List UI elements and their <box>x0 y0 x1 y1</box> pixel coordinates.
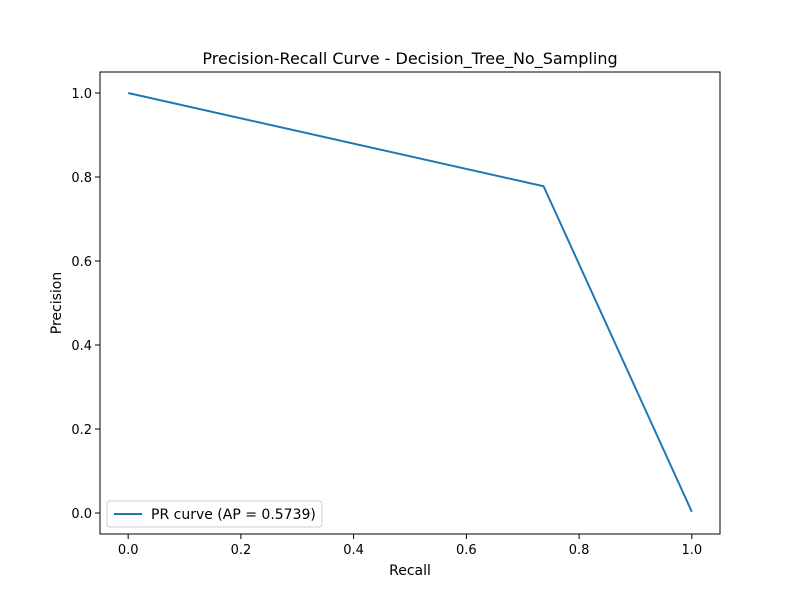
x-tick-label: 0.2 <box>231 543 252 558</box>
series-layer <box>127 92 693 513</box>
x-tick-label: 0.0 <box>118 543 139 558</box>
y-tick-label: 0.2 <box>71 423 92 438</box>
chart-title: Precision-Recall Curve - Decision_Tree_N… <box>202 49 617 69</box>
legend: PR curve (AP = 0.5739) <box>106 500 323 528</box>
y-tick-label: 0.6 <box>71 255 92 270</box>
y-tick-label: 1.0 <box>71 87 92 102</box>
legend-box <box>106 500 323 528</box>
y-axis-ticks: 0.0 0.2 0.4 0.6 0.8 1.0 <box>71 87 100 522</box>
y-tick-label: 0.8 <box>71 171 92 186</box>
x-tick-label: 1.0 <box>681 543 702 558</box>
x-tick-label: 0.6 <box>456 543 477 558</box>
y-tick-label: 0.0 <box>71 507 92 522</box>
x-axis-title: Recall <box>389 563 431 579</box>
legend-label: PR curve (AP = 0.5739) <box>151 507 316 523</box>
axes-frame <box>99 71 721 535</box>
x-tick-label: 0.8 <box>569 543 590 558</box>
pr-curve-line <box>127 92 693 513</box>
x-axis-ticks: 0.0 0.2 0.4 0.6 0.8 1.0 <box>118 534 702 558</box>
plot-area: 0.0 0.2 0.4 0.6 0.8 1.0 0.0 0.2 0.4 0.6 0.8 1.0 <box>71 71 721 558</box>
y-tick-label: 0.4 <box>71 339 92 354</box>
y-axis-title: Precision <box>49 272 65 334</box>
x-tick-label: 0.4 <box>343 543 364 558</box>
